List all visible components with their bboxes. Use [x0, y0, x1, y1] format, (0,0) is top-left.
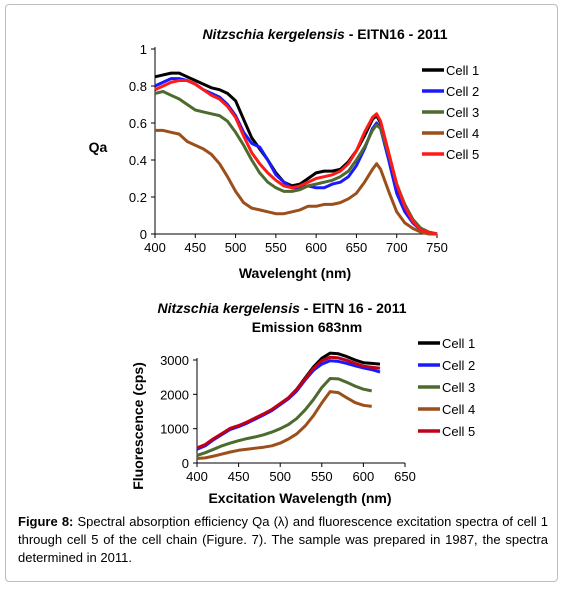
- chart2-x-tick-label: 450: [228, 469, 250, 484]
- chart1-x-tick-label: 750: [426, 240, 448, 255]
- chart2-x-tick-label: 650: [394, 469, 416, 484]
- chart2-legend-label-2: Cell 2: [442, 358, 475, 373]
- chart2-series-group: [196, 351, 381, 460]
- chart1-y-tick-label: 1: [140, 42, 147, 57]
- chart1-x-tick-label: 700: [386, 240, 408, 255]
- chart1-y-tick-label: 0.8: [129, 79, 147, 94]
- chart2-legend-label-1: Cell 1: [442, 336, 475, 351]
- chart1-x-tick-label: 650: [346, 240, 368, 255]
- figure-caption: Figure 8: Spectral absorption efficiency…: [18, 513, 548, 567]
- chart2-y-tick-label: 2000: [160, 387, 189, 402]
- fluorescence-chart: Nitzschia kergelensis - EITN 16 - 2011 E…: [130, 300, 475, 506]
- chart1-y-tick-label: 0.2: [129, 190, 147, 205]
- chart2-x-tick-label: 400: [186, 469, 208, 484]
- absorption-chart: Nitzschia kergelensis - EITN16 - 2011 40…: [89, 26, 480, 281]
- chart2-x-tick-label: 550: [311, 469, 333, 484]
- chart2-series-cell-4: [196, 390, 372, 460]
- chart2-y-tick-label: 1000: [160, 422, 189, 437]
- chart1-title: Nitzschia kergelensis - EITN16 - 2011: [202, 26, 447, 42]
- chart1-x-tick-label: 500: [225, 240, 247, 255]
- figure-svg: Nitzschia kergelensis - EITN16 - 2011 40…: [89, 26, 480, 506]
- chart1-y-tick-label: 0.4: [129, 153, 147, 168]
- chart1-series-cell-5: [154, 79, 438, 236]
- chart2-x-tick-label: 500: [269, 469, 291, 484]
- chart1-legend: Cell 1 Cell 2 Cell 3 Cell 4 Cell 5: [422, 63, 479, 162]
- chart1-axes: 400 450 500 550 600 650 700 750 0 0.2 0.4 0.6 0.8 1: [129, 42, 448, 255]
- caption-text: Spectral absorption efficiency Qa (λ) an…: [18, 514, 548, 565]
- chart1-y-axis-label: Qa: [89, 139, 108, 155]
- figure-frame: [5, 4, 558, 582]
- chart1-series-cell-3: [154, 90, 438, 236]
- chart2-legend: Cell 1 Cell 2 Cell 3 Cell 4 Cell 5: [418, 336, 475, 439]
- chart1-legend-label-4: Cell 4: [446, 126, 479, 141]
- chart1-series-group: [154, 71, 438, 236]
- chart2-legend-label-3: Cell 3: [442, 380, 475, 395]
- chart1-y-tick-label: 0: [140, 227, 147, 242]
- chart2-legend-label-5: Cell 5: [442, 424, 475, 439]
- chart2-series-cell-3: [196, 377, 373, 457]
- chart2-series-cell-2: [196, 359, 381, 451]
- chart2-series-cell-5: [196, 355, 381, 450]
- chart1-legend-label-5: Cell 5: [446, 147, 479, 162]
- chart2-y-axis-label: Fluorescence (cps): [130, 362, 146, 490]
- chart1-x-tick-label: 450: [184, 240, 206, 255]
- chart2-y-tick-label: 3000: [160, 353, 189, 368]
- chart1-x-tick-label: 400: [144, 240, 166, 255]
- chart1-legend-label-3: Cell 3: [446, 105, 479, 120]
- chart1-series-cell-4: [155, 128, 437, 236]
- figure-number: Figure 8:: [18, 514, 74, 529]
- chart1-legend-label-1: Cell 1: [446, 63, 479, 78]
- chart2-axes: 400 450 500 550 600 650 0 1000 2000 3000: [160, 353, 416, 484]
- chart1-y-tick-label: 0.6: [129, 116, 147, 131]
- chart2-x-axis-label: Excitation Wavelength (nm): [208, 490, 391, 506]
- chart2-subtitle: Emission 683nm: [252, 319, 363, 335]
- chart2-x-tick-label: 600: [353, 469, 375, 484]
- chart1-legend-label-2: Cell 2: [446, 84, 479, 99]
- chart1-x-tick-label: 550: [265, 240, 287, 255]
- chart1-x-tick-label: 600: [305, 240, 327, 255]
- chart2-y-tick-label: 0: [182, 456, 189, 471]
- chart1-x-axis-label: Wavelenght (nm): [239, 265, 351, 281]
- chart2-title: Nitzschia kergelensis - EITN 16 - 2011: [157, 300, 406, 316]
- chart2-legend-label-4: Cell 4: [442, 402, 475, 417]
